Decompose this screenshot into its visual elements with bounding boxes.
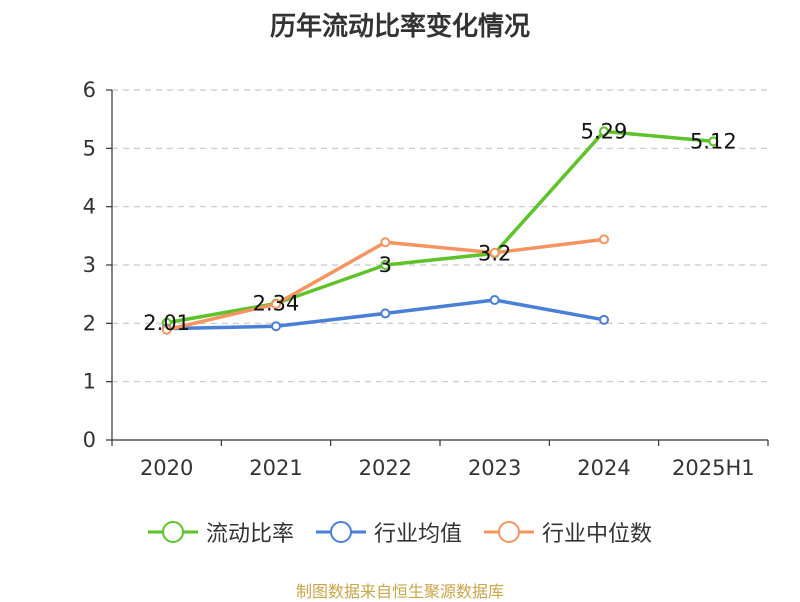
series-layer: [161, 126, 719, 335]
y-tick-label: 4: [83, 195, 96, 219]
x-tick-label: 2022: [359, 456, 412, 480]
legend-item[interactable]: 行业中位数: [484, 516, 652, 548]
legend-swatch-marker: [161, 521, 184, 543]
data-label: 3: [379, 253, 392, 277]
legend-swatch-marker: [329, 521, 352, 543]
series-line-0: [164, 129, 716, 325]
series-point: [599, 314, 609, 325]
series-point: [708, 136, 719, 147]
series-point: [271, 299, 281, 310]
series-point: [161, 324, 172, 335]
data-label: 5.12: [690, 129, 737, 153]
legend-swatch: [484, 521, 534, 543]
data-label: 3.2: [478, 241, 511, 265]
x-tick-label: 2023: [468, 456, 521, 480]
y-tick-label: 3: [83, 253, 96, 277]
data-label: 5.29: [581, 119, 628, 143]
legend-item[interactable]: 流动比率: [147, 516, 294, 548]
y-tick-label: 0: [83, 428, 96, 452]
footer-source: 制图数据来自恒生聚源数据库: [295, 582, 504, 601]
axes: 0 1 2 3 4 5 6 2020 2021 2022 2023 2024 2025H1: [83, 78, 769, 480]
series-point: [489, 295, 500, 305]
legend-label: 流动比率: [205, 522, 294, 547]
x-tick-label: 2024: [577, 456, 630, 480]
legend: 流动比率 行业均值 行业中位数: [0, 516, 800, 548]
grid-lines: [112, 89, 768, 383]
series-point: [599, 126, 609, 137]
legend-swatch: [147, 521, 198, 543]
data-labels: 2.01 2.34 3 3.2 5.29 5.12: [143, 119, 736, 334]
legend-swatch: [315, 521, 366, 543]
series-point: [380, 308, 391, 319]
y-tick-label: 1: [83, 370, 96, 394]
data-label: 2.34: [253, 292, 300, 316]
x-tick-label: 2020: [140, 456, 193, 480]
data-label: 2.01: [143, 311, 190, 335]
y-tick-label: 2: [83, 311, 96, 335]
series-point: [380, 260, 391, 270]
y-tick-label: 5: [83, 136, 96, 160]
x-tick-label: 2025H1: [672, 456, 755, 480]
series-point: [380, 237, 391, 248]
series-point: [271, 321, 281, 332]
legend-label: 行业中位数: [542, 522, 653, 547]
series-point: [489, 247, 500, 258]
y-tick-label: 6: [83, 78, 96, 102]
legend-swatch-marker: [498, 521, 520, 543]
chart-title: 历年流动比率变化情况: [269, 12, 530, 42]
legend-item[interactable]: 行业均值: [315, 516, 462, 548]
x-tick-label: 2021: [249, 456, 302, 480]
series-point: [599, 234, 609, 245]
legend-label: 行业均值: [373, 522, 462, 547]
